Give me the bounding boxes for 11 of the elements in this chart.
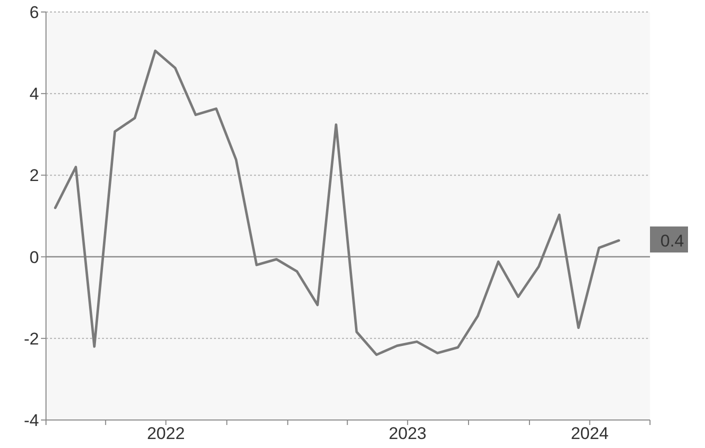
- y-tick-label: 0: [30, 248, 39, 267]
- line-series: [54, 50, 620, 356]
- x-tick-label: 2022: [146, 424, 185, 444]
- x-tick-label: 2024: [570, 424, 609, 444]
- y-tick-label: 4: [30, 84, 39, 104]
- x-tick-label: 2023: [388, 424, 427, 444]
- y-tick-label: -4: [24, 411, 39, 430]
- y-tick-label: 6: [30, 3, 39, 22]
- annotation: 0.4: [660, 231, 684, 250]
- y-tick-label: 2: [30, 166, 39, 186]
- y-tick-label: -2: [24, 329, 39, 348]
